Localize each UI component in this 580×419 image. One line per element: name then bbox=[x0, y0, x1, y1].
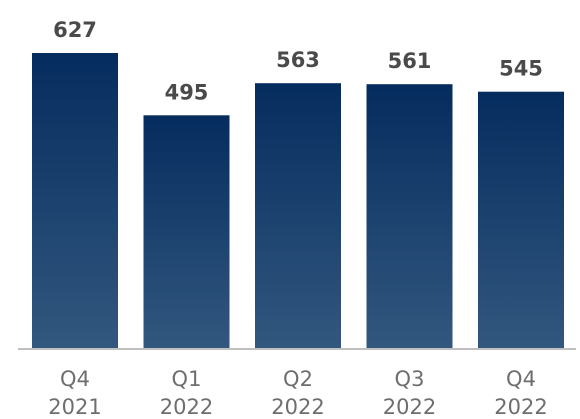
data-label-2: 563 bbox=[276, 48, 320, 72]
x-tick-year: 2022 bbox=[271, 395, 324, 419]
data-label-0: 627 bbox=[53, 18, 97, 42]
x-tick-labels-group: Q4 2021 Q1 2022 Q2 2022 Q3 2022 Q4 2022 bbox=[48, 367, 547, 419]
data-label-4: 545 bbox=[499, 57, 543, 81]
bar-2 bbox=[255, 83, 341, 349]
bar-4 bbox=[478, 91, 564, 349]
x-tick-year: 2021 bbox=[48, 395, 101, 419]
x-tick-year: 2022 bbox=[383, 395, 436, 419]
x-tick-quarter: Q2 bbox=[283, 367, 313, 391]
bar-3 bbox=[366, 84, 453, 349]
x-tick-label-2: Q2 2022 bbox=[271, 367, 324, 419]
data-label-3: 561 bbox=[388, 49, 432, 73]
bar-0 bbox=[32, 53, 118, 349]
bars-group bbox=[32, 53, 564, 349]
x-tick-quarter: Q4 bbox=[60, 367, 90, 391]
bar-1 bbox=[143, 115, 230, 349]
x-tick-label-4: Q4 2022 bbox=[494, 367, 547, 419]
x-tick-quarter: Q3 bbox=[395, 367, 425, 391]
x-tick-quarter: Q1 bbox=[172, 367, 202, 391]
x-tick-label-1: Q1 2022 bbox=[160, 367, 213, 419]
x-tick-label-0: Q4 2021 bbox=[48, 367, 101, 419]
x-tick-quarter: Q4 bbox=[506, 367, 536, 391]
x-tick-year: 2022 bbox=[494, 395, 547, 419]
x-tick-year: 2022 bbox=[160, 395, 213, 419]
x-tick-label-3: Q3 2022 bbox=[383, 367, 436, 419]
data-label-1: 495 bbox=[165, 80, 209, 104]
value-labels-group: 627 495 563 561 545 bbox=[53, 18, 543, 104]
